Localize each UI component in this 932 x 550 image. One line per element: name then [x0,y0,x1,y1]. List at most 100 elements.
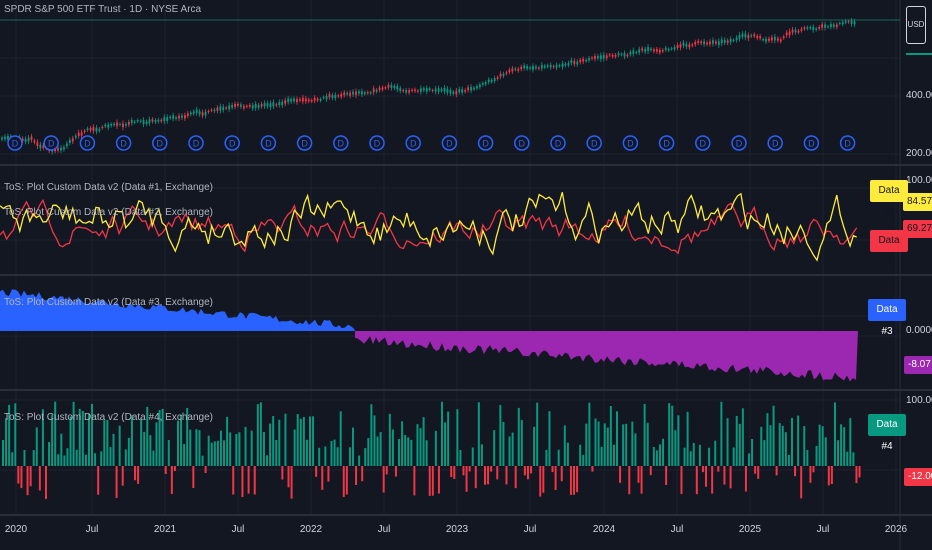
data4-bar-positive [91,403,94,466]
data4-bar-positive [766,413,769,466]
candle-body [496,77,499,79]
dividend-marker-circle [296,135,313,151]
candle-body [685,43,688,47]
data4-bar-negative [573,466,576,495]
data2-legend-pill[interactable]: Data #2 [870,230,908,268]
data4-bar-positive [582,454,585,466]
symbol-title[interactable]: SPDR S&P 500 ETF Trust · 1D · NYSE Arca [4,4,202,15]
data1-legend-pill[interactable]: Data #1 [870,180,908,218]
data4-legend-pill[interactable]: Data #4 [868,414,906,452]
candle-body [352,91,354,95]
candle-body [189,112,192,115]
data4-bar-positive [143,431,146,466]
data4-bar-positive [213,441,216,466]
time-label-2024: 2024 [592,524,616,535]
dividend-marker-letter: D [120,139,127,149]
candle-body [667,49,670,51]
candle-body [697,40,700,43]
candle-body [349,92,351,96]
data4-bar-negative [394,466,397,477]
dividend-marker-circle [369,135,385,151]
candle-body [443,87,446,92]
candle-body [254,104,257,108]
candle-body [850,20,853,25]
candle-body [700,41,703,44]
data4-bar-positive [75,449,78,466]
data4-bar-positive [367,438,370,466]
candle-body [322,96,325,98]
candle-body [664,47,667,50]
dividend-marker-letter: D [301,139,308,149]
data4-bar-negative [514,466,517,489]
dividend-marker-circle [767,135,783,151]
data4-bar-positive [480,444,483,466]
candle-body [125,123,127,126]
candle-body [290,99,292,102]
data4-bar-negative [44,466,47,499]
candle-body [142,120,145,125]
data4-bar-negative [192,466,195,489]
time-label-2025: 2025 [738,524,762,535]
data4-bar-negative [809,466,812,483]
data4-bar-positive [312,416,315,466]
data4-bar-positive [324,446,327,466]
candle-body [195,109,198,114]
data4-bar-negative [17,466,20,484]
candle-body [363,92,366,94]
currency-button[interactable]: USD [906,6,926,44]
candle-body [240,104,242,107]
data4-bar-positive [8,404,11,466]
candle-body [452,91,455,94]
candle-body [549,64,552,68]
candle-body [476,86,478,89]
candle-body [815,28,818,30]
data4-bar-positive [23,450,26,466]
data4-bar-negative [164,466,167,475]
pane1-title-data2[interactable]: ToS: Plot Custom Data v2 (Data #2, Excha… [4,207,213,218]
data4-bar-positive [407,437,410,466]
candle-body [204,111,207,116]
dividend-marker-circle [260,135,277,151]
data3-negative-area [355,331,858,382]
candle-body [484,82,487,85]
data3-legend-pill[interactable]: Data #3 [868,299,906,337]
candle-body [818,26,821,29]
data4-bar-negative [628,466,631,495]
candle-body [151,119,154,122]
data4-bar-positive [790,417,793,466]
data4-bar-positive [441,401,444,466]
data4-bar-positive [118,425,121,466]
candle-body [481,83,484,85]
data4-bar-positive [508,436,511,466]
price-axis-label-200: 200.00 [906,148,932,159]
candle-body [644,48,646,52]
pane1-title-data1[interactable]: ToS: Plot Custom Data v2 (Data #1, Excha… [4,182,213,193]
data4-bar-positive [557,449,560,466]
dividend-marker-letter: D [157,139,164,149]
data4-bar-positive [787,454,790,466]
pane2-title[interactable]: ToS: Plot Custom Data v2 (Data #3, Excha… [4,297,213,308]
data4-bar-positive [748,453,751,466]
candle-body [228,105,231,110]
data4-bar-positive [235,433,238,466]
pane3-title[interactable]: ToS: Plot Custom Data v2 (Data #4, Excha… [4,412,213,423]
data4-bar-negative [413,466,416,496]
data4-bar-negative [361,466,364,482]
data4-bar-negative [858,466,861,478]
data4-bar-negative [554,466,557,490]
candle-body [543,65,546,68]
data4-bar-positive [180,414,183,466]
data4-bar-positive [81,411,84,466]
candle-body [331,95,334,98]
candle-body [688,44,691,48]
candle-body [599,55,602,60]
data4-bar-positive [459,449,462,466]
data4-bar-positive [379,432,382,466]
candle-body [511,68,514,72]
candle-body [116,122,118,127]
candle-body [122,123,124,128]
data4-bar-negative [134,466,137,481]
data3-positive-area [0,289,355,331]
candle-body [768,38,770,41]
